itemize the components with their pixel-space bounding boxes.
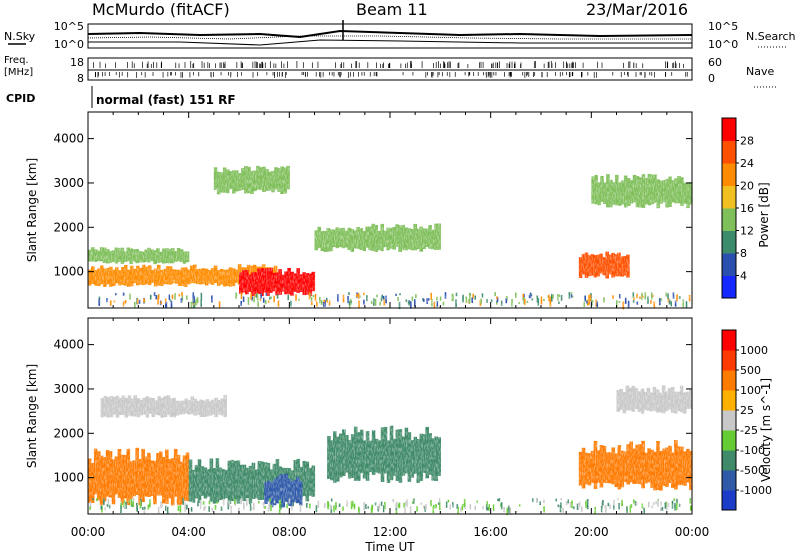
colorbar-swatch <box>722 410 736 431</box>
colorbar-swatch <box>722 185 736 209</box>
colorbar-tick-label: 1000 <box>740 344 768 357</box>
y-tick-label: 1000 <box>53 471 84 485</box>
y-tick-label: 1000 <box>53 265 84 279</box>
freq-tick-low: 8 <box>77 72 84 85</box>
colorbar-tick-label: 100 <box>740 384 761 397</box>
colorbar-tick-label: -500 <box>740 464 765 477</box>
power-ylabel: Slant Range [km] <box>25 158 39 262</box>
colorbar-tick-label: 8 <box>740 247 747 260</box>
y-tick-label: 3000 <box>53 382 84 396</box>
x-tick-label: 04:00 <box>171 525 206 539</box>
cpid-panel: CPID normal (fast) 151 RF <box>6 86 236 108</box>
x-tick-label: 08:00 <box>272 525 307 539</box>
beam-title: Beam 11 <box>356 0 428 19</box>
colorbar-tick-label: 28 <box>740 135 754 148</box>
nsearch-label: N.Search <box>746 30 796 43</box>
colorbar-tick-label: 24 <box>740 157 754 170</box>
noise-panel: N.Sky 10^5 10^0 10^5 10^0 N.Search <box>4 20 796 51</box>
freq-label-1: Freq. <box>4 55 29 66</box>
nave-tick-low: 0 <box>708 72 715 85</box>
colorbar-swatch <box>722 390 736 411</box>
colorbar-tick-label: 16 <box>740 202 754 215</box>
colorbar-swatch <box>722 230 736 254</box>
cpid-text: normal (fast) 151 RF <box>96 93 236 107</box>
power-colorbar: 28 24 20 16 12 8 4 <box>721 117 754 299</box>
y-tick-label: 3000 <box>53 176 84 190</box>
colorbar-tick-label: -100 <box>740 444 765 457</box>
colorbar-tick-label: 500 <box>740 364 761 377</box>
colorbar-swatch <box>722 370 736 391</box>
y-tick-label: 2000 <box>53 426 84 440</box>
nsky-tick-high: 10^5 <box>54 20 84 33</box>
freq-ticks <box>93 61 688 78</box>
colorbar-swatch <box>722 430 736 451</box>
station-title: McMurdo (fitACF) <box>92 0 230 19</box>
colorbar-swatch <box>722 253 736 276</box>
colorbar-swatch <box>722 350 736 371</box>
velocity-colorbar: 1000 500 100 25 -25 -100 -500 -1000 <box>721 329 772 511</box>
colorbar-swatch <box>722 470 736 491</box>
x-tick-label: 12:00 <box>373 525 408 539</box>
colorbar-swatch <box>722 330 736 351</box>
colorbar-swatch <box>722 450 736 471</box>
nsearch-tick-low: 10^0 <box>708 38 738 51</box>
colorbar-swatch <box>722 118 736 141</box>
velocity-x-axis: 00:00 04:00 08:00 12:00 16:00 20:00 00:00 <box>71 525 710 539</box>
nsky-tick-low: 10^0 <box>54 38 84 51</box>
velocity-ylabel: Slant Range [km] <box>25 364 39 468</box>
date-title: 23/Mar/2016 <box>586 0 689 19</box>
freq-panel: Freq. [MHz] 18 8 60 0 Nave <box>4 55 778 88</box>
velocity-panel: 1000 2000 3000 4000 00:00 04:00 08:00 12:00 16:… <box>25 317 773 554</box>
colorbar-swatch <box>722 490 736 511</box>
x-axis-label: Time UT <box>364 540 415 554</box>
nave-tick-high: 60 <box>708 56 722 69</box>
nave-label: Nave <box>746 65 774 78</box>
freq-label-2: [MHz] <box>4 67 33 78</box>
colorbar-swatch <box>722 163 736 186</box>
velocity-colorbar-label: Velocity [m s^-1] <box>759 378 773 482</box>
y-tick-label: 2000 <box>53 220 84 234</box>
y-tick-label: 4000 <box>53 338 84 352</box>
power-panel: 1000 2000 3000 4000 Slant Range [km] 28 24 20… <box>25 111 771 310</box>
cpid-label: CPID <box>6 92 35 105</box>
freq-tick-high: 18 <box>70 56 84 69</box>
colorbar-tick-label: 25 <box>740 404 754 417</box>
nsky-label: N.Sky <box>4 30 36 43</box>
nsearch-tick-high: 10^5 <box>708 20 738 33</box>
colorbar-tick-label: 4 <box>740 270 747 283</box>
colorbar-swatch <box>722 140 736 164</box>
colorbar-swatch <box>722 275 736 299</box>
colorbar-swatch <box>722 208 736 231</box>
colorbar-tick-label: 12 <box>740 225 754 238</box>
y-tick-label: 4000 <box>53 132 84 146</box>
colorbar-tick-label: -25 <box>740 424 758 437</box>
power-colorbar-label: Power [dB] <box>757 182 771 247</box>
x-tick-label: 00:00 <box>675 525 710 539</box>
colorbar-tick-label: -1000 <box>740 484 772 497</box>
velocity-y-axis: 1000 2000 3000 4000 <box>53 318 693 514</box>
x-tick-label: 16:00 <box>473 525 508 539</box>
power-y-axis: 1000 2000 3000 4000 <box>53 112 693 308</box>
x-tick-label: 20:00 <box>574 525 609 539</box>
x-tick-label: 00:00 <box>71 525 106 539</box>
colorbar-tick-label: 20 <box>740 180 754 193</box>
